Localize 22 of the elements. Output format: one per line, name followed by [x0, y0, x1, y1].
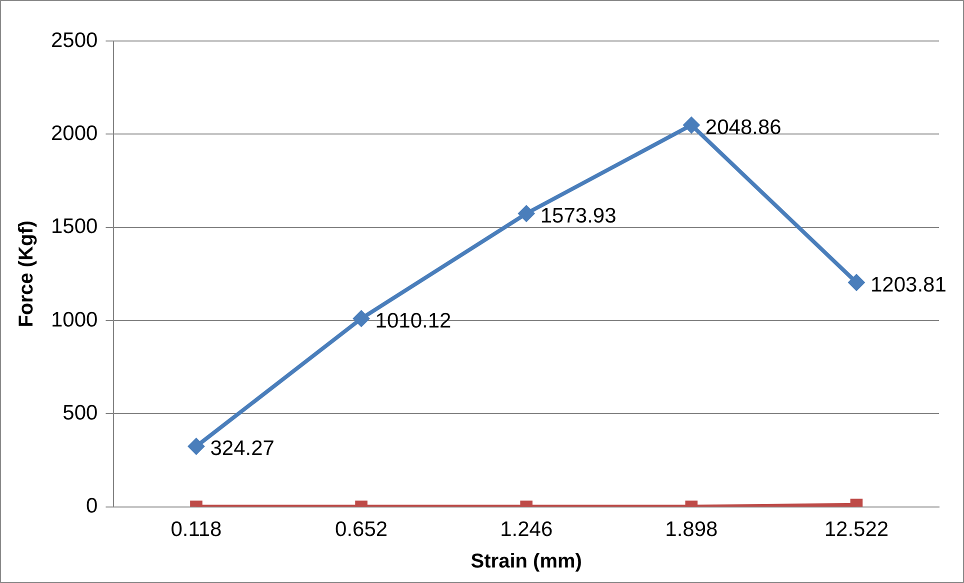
data-label: 1573.93	[540, 204, 616, 228]
y-tick-label: 1000	[51, 308, 98, 332]
data-label: 324.27	[210, 437, 274, 460]
y-tick-label: 2500	[51, 28, 98, 52]
point	[682, 116, 700, 134]
data-label: 2048.86	[705, 116, 782, 139]
x-tick-label: 0.118	[170, 518, 222, 542]
x-tick-label: 1.246	[500, 518, 553, 542]
y-axis-title: Force (Kgf)	[16, 220, 38, 328]
y-tick-label: 2000	[51, 122, 98, 145]
x-tick-label: 12.522	[824, 518, 889, 542]
x-tick-label: 0.652	[335, 518, 388, 542]
data-label: 1203.81	[870, 273, 946, 296]
y-tick-label: 0	[86, 494, 98, 518]
point	[352, 310, 370, 328]
x-axis-title: Strain (mm)	[470, 550, 582, 573]
point	[848, 274, 865, 292]
point	[518, 205, 535, 222]
y-tick-label: 500	[62, 401, 98, 424]
x-tick-label: 1.898	[665, 518, 718, 542]
data-label: 1010.12	[375, 309, 452, 332]
y-tick-label: 1500	[51, 215, 98, 238]
